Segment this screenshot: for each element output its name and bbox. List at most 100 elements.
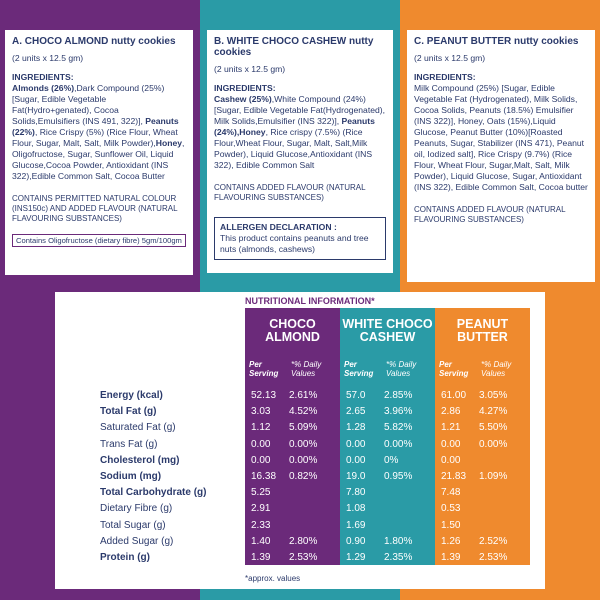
cell: 2.80%	[289, 535, 318, 547]
units: (2 units x 12.5 gm)	[12, 53, 84, 63]
row-label: Total Fat (g)	[100, 406, 157, 418]
cell: 1.21	[441, 422, 461, 434]
card-title: B. WHITE CHOCO CASHEW nutty cookies	[214, 36, 374, 58]
cell: 4.27%	[479, 406, 508, 418]
cell: 2.85%	[384, 390, 413, 401]
cell: 1.39	[251, 552, 271, 563]
cell: 4.52%	[289, 406, 318, 418]
cell: 1.28	[346, 422, 366, 434]
units: (2 units x 12.5 gm)	[414, 53, 486, 63]
note: CONTAINS ADDED FLAVOUR (NATURAL FLAVOURI…	[414, 205, 566, 224]
ingredient-text: Peanuts (24%),Honey	[214, 116, 375, 137]
ingredients-heading: INGREDIENTS:	[214, 83, 276, 93]
allergen-text: This product contains peanuts and tree n…	[220, 233, 369, 254]
row-label: Sodium (mg)	[100, 471, 162, 482]
note: CONTAINS ADDED FLAVOUR (NATURAL FLAVOURI…	[214, 183, 366, 202]
ingredients: Cashew (25%),White Compound (24%)[Sugar,…	[214, 94, 386, 171]
note: CONTAINS PERMITTED NATURAL COLOUR (INS15…	[12, 194, 178, 223]
cell: 1.50	[441, 519, 461, 531]
footnote: *approx. values	[245, 574, 301, 583]
cell: 2.53%	[479, 552, 508, 563]
cell: 0.00	[346, 454, 366, 466]
cell: 7.80	[346, 487, 366, 499]
cell: 2.53%	[289, 552, 318, 563]
ingredients: Almonds (26%),Dark Compound (25%)[Sugar,…	[12, 83, 186, 182]
cell: 0.00	[441, 438, 461, 450]
cell: 0.00	[441, 454, 461, 466]
cell: 61.00	[441, 390, 467, 401]
cell: 5.25	[251, 487, 271, 499]
ingredient-text: Cashew (25%)	[214, 94, 272, 104]
cell: 1.08	[346, 503, 366, 515]
cell: 0.90	[346, 535, 366, 547]
row-label: Total Carbohydrate (g)	[100, 487, 207, 499]
ingredient-card: C. PEANUT BUTTER nutty cookies (2 units x…	[407, 30, 595, 282]
row-label: Protein (g)	[100, 552, 150, 563]
cell: 0.00%	[384, 438, 413, 450]
cell: 2.33	[251, 519, 271, 531]
per-serving: Per Serving	[439, 360, 469, 378]
cell: 57.0	[346, 390, 366, 401]
cell: 0.00	[346, 438, 366, 450]
column-bg: CHOCO ALMOND Per Serving *% Daily Values	[245, 308, 340, 565]
cell: 2.91	[251, 503, 271, 515]
row-label: Total Sugar (g)	[100, 519, 166, 531]
row-label: Dietary Fibre (g)	[100, 503, 173, 515]
row-label: Trans Fat (g)	[100, 438, 158, 450]
cell: 16.38	[251, 471, 277, 482]
cell: 0.82%	[289, 471, 318, 482]
cell: 21.83	[441, 471, 467, 482]
cell: 1.12	[251, 422, 271, 434]
cell: 0.00	[251, 438, 271, 450]
cell: 1.40	[251, 535, 271, 547]
cell: 0.00	[251, 454, 271, 466]
daily-values: *% Daily Values	[386, 360, 417, 378]
cell: 0.00%	[289, 454, 318, 466]
nutrition-title: NUTRITIONAL INFORMATION*	[245, 296, 375, 306]
cell: 1.26	[441, 535, 461, 547]
cell: 5.82%	[384, 422, 413, 434]
ingredients-heading: INGREDIENTS:	[12, 72, 74, 82]
ingredients-heading: INGREDIENTS:	[414, 72, 476, 82]
row-label: Energy (kcal)	[100, 390, 163, 401]
row-label: Cholesterol (mg)	[100, 454, 180, 466]
nutrition-panel: NUTRITIONAL INFORMATION* *approx. values…	[55, 292, 545, 589]
cell: 2.52%	[479, 535, 508, 547]
ingredient-text: Milk Compound (25%) [Sugar, Edible Veget…	[414, 83, 588, 192]
daily-values: *% Daily Values	[291, 360, 322, 378]
row-label: Saturated Fat (g)	[100, 422, 176, 434]
cell: 1.80%	[384, 535, 413, 547]
cell: 0.00%	[479, 438, 508, 450]
cell: 0.00%	[289, 438, 318, 450]
cell: 3.05%	[479, 390, 508, 401]
cell: 2.61%	[289, 390, 318, 401]
cell: 2.86	[441, 406, 461, 418]
ingredient-text: Peanuts (22%)	[12, 116, 179, 137]
cell: 5.09%	[289, 422, 318, 434]
cell: 7.48	[441, 487, 461, 499]
ingredient-text: , Oligofructose, Sugar, Sunflower Oil, L…	[12, 138, 185, 181]
ingredient-card: B. WHITE CHOCO CASHEW nutty cookies (2 un…	[207, 30, 393, 273]
allergen-title: ALLERGEN DECLARATION :	[220, 222, 337, 232]
ingredient-text: Almonds (26%)	[12, 83, 75, 93]
ingredients: Milk Compound (25%) [Sugar, Edible Veget…	[414, 83, 588, 193]
cell: 1.09%	[479, 471, 508, 482]
ingredient-text: Honey	[155, 138, 183, 148]
per-serving: Per Serving	[344, 360, 374, 378]
cell: 1.69	[346, 519, 366, 531]
allergen-box: ALLERGEN DECLARATION : This product conta…	[214, 217, 386, 260]
column-title: CHOCO ALMOND	[265, 317, 320, 344]
ingredient-text: ,Dark Compound (25%)[Sugar, Edible Veget…	[12, 83, 165, 126]
per-serving: Per Serving	[249, 360, 279, 378]
cell: 1.29	[346, 552, 366, 563]
cell: 0%	[384, 454, 399, 466]
column-title: WHITE CHOCO CASHEW	[342, 317, 433, 344]
units: (2 units x 12.5 gm)	[214, 64, 286, 74]
fibre-box: Contains Oligofructose (dietary fibre) 5…	[12, 234, 186, 247]
cell: 1.39	[441, 552, 461, 563]
ingredient-card: A. CHOCO ALMOND nutty cookies (2 units x …	[5, 30, 193, 275]
cell: 19.0	[346, 471, 366, 482]
column-title: PEANUT BUTTER	[456, 317, 509, 344]
daily-values: *% Daily Values	[481, 360, 512, 378]
